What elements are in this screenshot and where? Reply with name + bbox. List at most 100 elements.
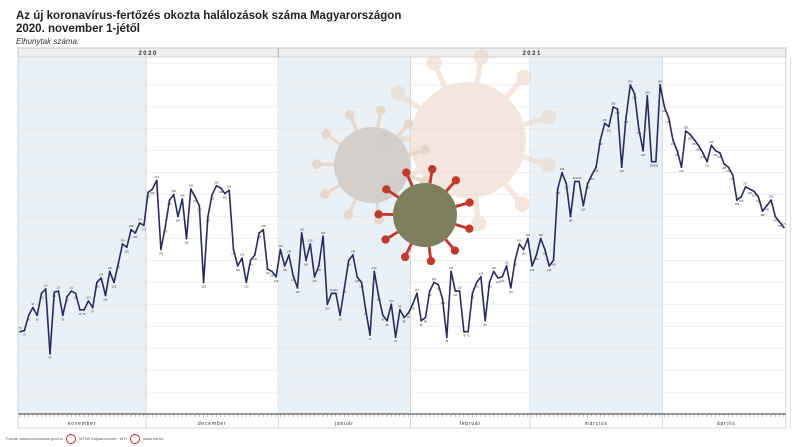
- data-label: 55: [49, 356, 52, 360]
- data-point: [565, 182, 568, 185]
- data-label: 278: [615, 111, 620, 115]
- data-label: 130: [492, 266, 497, 270]
- data-point: [535, 254, 538, 256]
- data-label: 300: [658, 79, 663, 83]
- data-label: 240: [675, 153, 680, 157]
- data-label: 115: [509, 290, 514, 294]
- data-point: [718, 152, 721, 154]
- data-label: 218: [731, 177, 736, 181]
- data-point: [620, 166, 623, 169]
- data-label: 105: [440, 301, 445, 305]
- data-point: [680, 166, 683, 169]
- data-point: [458, 290, 461, 293]
- data-label: 112: [458, 286, 463, 290]
- data-point: [573, 180, 576, 183]
- data-label: 190: [765, 208, 770, 212]
- data-label: 230: [705, 164, 710, 168]
- data-label: 125: [500, 279, 505, 283]
- data-point: [83, 308, 86, 311]
- data-point: [608, 125, 610, 128]
- data-point: [151, 188, 154, 191]
- data-point: [740, 195, 743, 198]
- data-point: [462, 330, 465, 333]
- virus-spike-tip: [320, 189, 331, 200]
- data-label: 165: [257, 235, 262, 239]
- data-point: [78, 308, 81, 311]
- data-point: [258, 232, 260, 234]
- virus-spike-tip: [540, 157, 556, 173]
- data-point: [236, 265, 239, 267]
- data-label: 103: [86, 296, 91, 300]
- data-point: [300, 232, 303, 234]
- virus-spike-tip: [311, 159, 322, 170]
- data-label: 160: [184, 241, 189, 245]
- data-label: 132: [265, 271, 270, 275]
- data-point: [548, 265, 551, 267]
- data-point: [697, 144, 700, 147]
- data-point: [586, 182, 589, 185]
- data-point: [612, 105, 615, 108]
- data-label: 168: [261, 224, 266, 228]
- data-point: [147, 191, 150, 194]
- data-point: [172, 193, 175, 196]
- data-point: [433, 281, 435, 284]
- data-label: 112: [428, 293, 433, 297]
- data-label: 124: [99, 272, 104, 276]
- data-point: [305, 259, 307, 262]
- data-label: 200: [172, 189, 177, 193]
- data-label: 175: [777, 224, 782, 228]
- data-point: [44, 288, 47, 290]
- data-point: [736, 199, 738, 202]
- data-label: 76: [23, 333, 26, 337]
- data-point: [437, 283, 440, 286]
- data-point: [347, 259, 350, 262]
- data-point: [36, 314, 39, 317]
- data-point: [27, 314, 30, 317]
- data-point: [693, 138, 696, 141]
- data-point: [650, 160, 653, 163]
- data-label: 100: [389, 299, 394, 303]
- data-point: [497, 277, 499, 279]
- data-label: 95: [83, 312, 86, 316]
- data-label: 198: [193, 199, 198, 203]
- data-point: [518, 243, 521, 245]
- month-shading: [18, 57, 791, 428]
- data-label: 112: [453, 293, 458, 297]
- data-point: [505, 265, 508, 267]
- virus-spike-tip: [420, 145, 431, 156]
- data-point: [492, 270, 495, 273]
- data-point: [578, 180, 580, 183]
- data-point: [770, 199, 772, 202]
- data-point: [373, 270, 376, 273]
- data-point: [369, 334, 371, 336]
- data-point: [765, 204, 768, 207]
- data-label: 120: [432, 277, 437, 281]
- data-label: 125: [355, 279, 360, 283]
- data-label: 172: [142, 227, 147, 231]
- data-label: 160: [539, 233, 544, 237]
- data-label: 180: [176, 219, 181, 223]
- data-point: [394, 336, 397, 339]
- data-label: 190: [581, 208, 586, 212]
- data-label: 124: [496, 280, 501, 284]
- data-label: 120: [112, 284, 117, 288]
- data-point: [134, 232, 137, 234]
- data-point: [130, 228, 132, 231]
- year-bar-background: [17, 47, 787, 58]
- data-label: 206: [219, 190, 224, 194]
- data-point: [66, 295, 68, 298]
- data-point: [454, 290, 457, 293]
- data-point: [637, 127, 640, 130]
- data-point: [356, 275, 359, 278]
- data-label: 92: [407, 315, 410, 319]
- data-point: [599, 138, 602, 141]
- data-point: [49, 352, 51, 355]
- data-point: [270, 270, 273, 273]
- data-point: [684, 130, 687, 132]
- data-point: [616, 108, 619, 110]
- data-label: 195: [735, 202, 740, 206]
- data-point: [480, 275, 482, 278]
- month-band: [18, 57, 146, 414]
- data-label: 168: [129, 224, 134, 228]
